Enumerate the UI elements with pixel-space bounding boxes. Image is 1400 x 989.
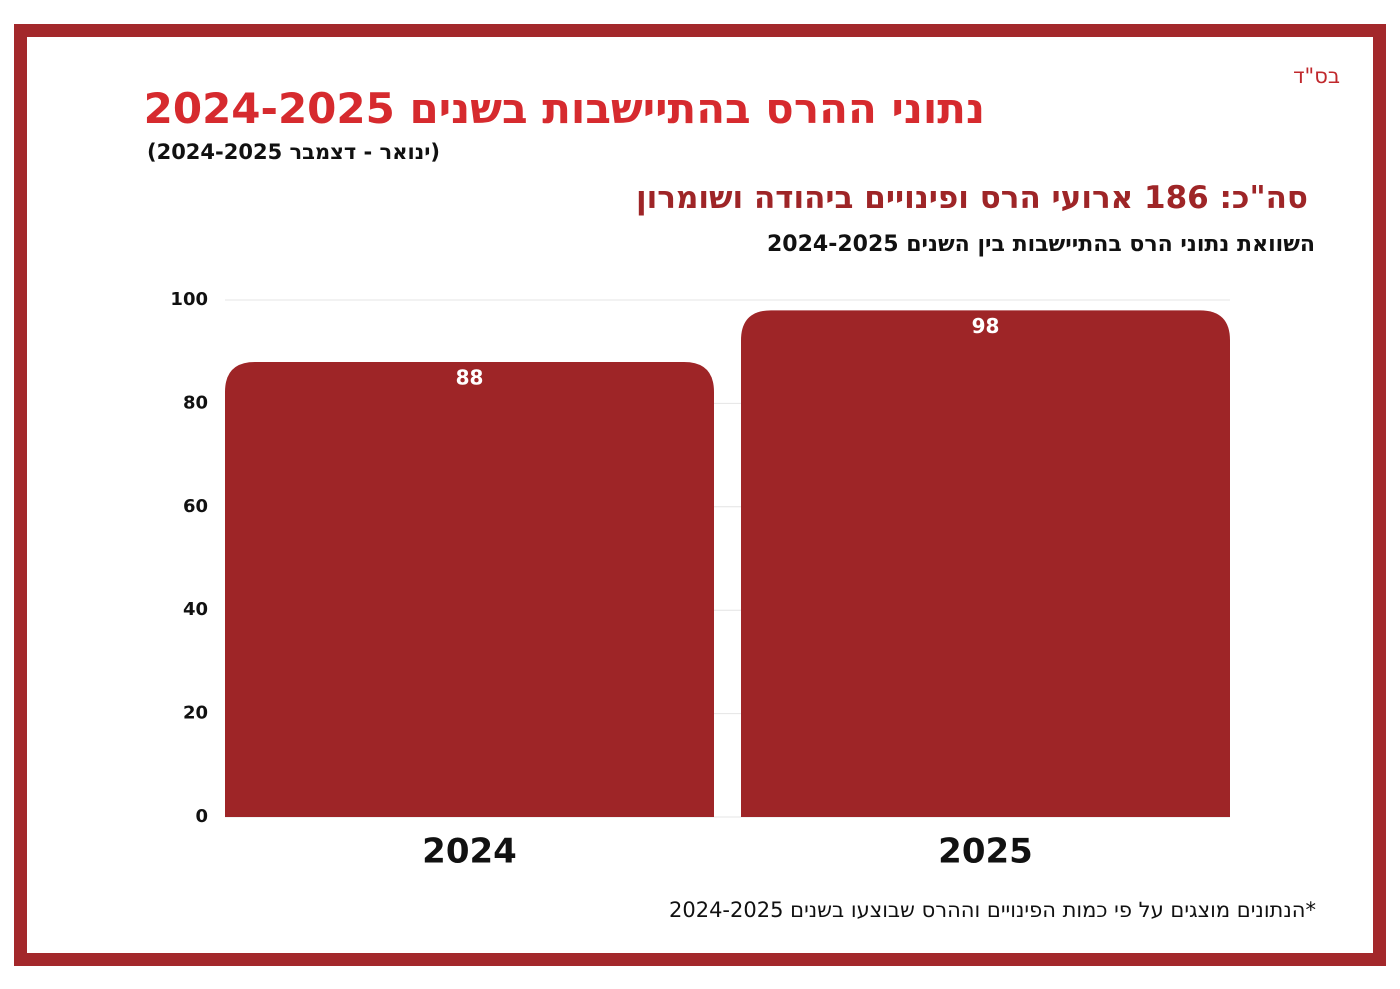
x-tick-label: 2025	[938, 832, 1033, 872]
x-tick-label: 2024	[422, 832, 517, 872]
chart-title: השוואת נתוני הרס בהתיישבות בין השנים 202…	[766, 232, 1315, 257]
y-tick-label: 60	[183, 496, 208, 517]
bar	[741, 310, 1230, 817]
value-label: 98	[972, 314, 1000, 338]
value-label: 88	[456, 366, 484, 390]
frame	[14, 24, 1386, 966]
title: נתוני ההרס בהתיישבות בשנים 2024-2025	[143, 84, 985, 133]
y-tick-label: 0	[195, 806, 208, 827]
y-tick-label: 80	[183, 392, 208, 413]
y-tick-label: 100	[170, 289, 208, 310]
y-tick-label: 20	[183, 703, 208, 724]
subtitle: (ינואר - דצמבר 2024-2025)	[146, 140, 440, 164]
mark: בס"ד	[1293, 64, 1340, 88]
bar	[225, 362, 714, 817]
footnote: *הנתונים מוצגים על פי כמות הפינויים וההר…	[668, 898, 1316, 922]
headline: סה"כ: 186 ארועי הרס ופינויים ביהודה ושומ…	[636, 180, 1308, 216]
y-tick-label: 40	[183, 599, 208, 620]
